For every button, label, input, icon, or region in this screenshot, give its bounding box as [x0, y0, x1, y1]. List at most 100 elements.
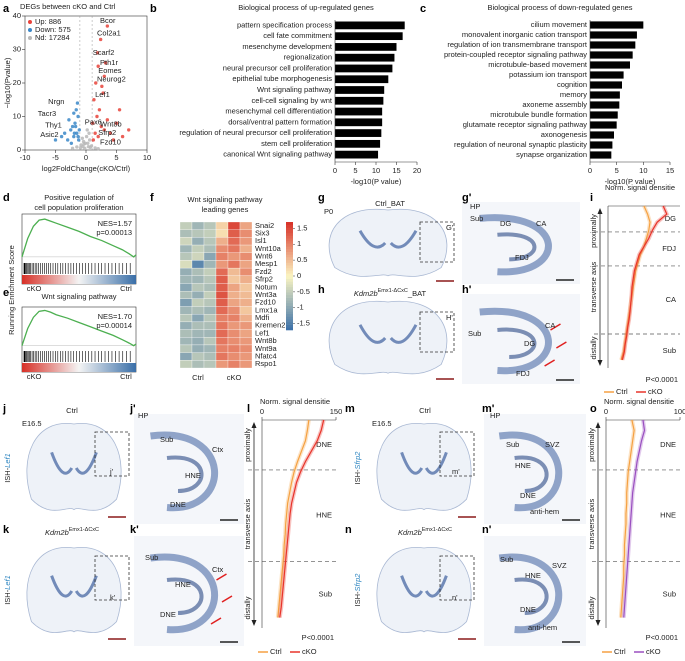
heat-cell — [215, 298, 229, 307]
heat-cell — [215, 360, 229, 369]
profile-line — [277, 419, 310, 618]
point — [86, 141, 90, 145]
panel-letter: k — [3, 524, 10, 536]
gene-label: Bcor — [100, 16, 116, 25]
image-label: anti-hem — [528, 623, 557, 632]
heat-cell — [179, 298, 193, 307]
panel-letter: d — [3, 192, 10, 204]
heat-cell — [191, 244, 205, 253]
category-label: cell fate commitment — [263, 31, 333, 40]
row-label: Wnt3a — [255, 290, 278, 299]
x-tick-label: 10 — [143, 153, 151, 162]
image-label: Sub — [506, 440, 519, 449]
x-axis-label: -log10(P value) — [351, 177, 402, 186]
panel-letter: j — [2, 403, 6, 415]
heat-cell — [215, 275, 229, 284]
category-label: microtubule-based movement — [488, 60, 588, 69]
row-label: Isl1 — [255, 236, 267, 245]
heat-cell — [239, 260, 253, 269]
bar — [335, 139, 381, 148]
panel-letter: h — [318, 284, 325, 296]
gene-label: Thy1 — [45, 121, 62, 130]
heat-cell — [191, 321, 205, 330]
bar — [590, 51, 633, 59]
side-label: ISH-Lef1 — [3, 453, 12, 483]
start-label: cKO — [27, 372, 42, 381]
point — [69, 141, 74, 145]
x-tick-label: 5 — [615, 166, 619, 175]
point — [95, 114, 99, 119]
point — [83, 146, 87, 151]
image-label: anti-hem — [530, 507, 559, 516]
side-part: ISH- — [353, 469, 362, 485]
point — [94, 81, 98, 85]
stain-band — [166, 577, 204, 615]
title-part: Kdm2b — [45, 528, 69, 537]
chart-title: Norm. signal densitie — [604, 397, 674, 406]
row-label: Wnt8b — [255, 336, 277, 345]
heat-cell — [239, 275, 253, 284]
heat-cell — [239, 291, 253, 299]
heat-cell — [179, 260, 193, 269]
y-axis-label: −log10(Pvalue) — [3, 57, 12, 108]
row-label: Sfrp2 — [255, 275, 273, 284]
colorbar-step — [286, 281, 293, 285]
bar — [590, 31, 637, 39]
point — [73, 121, 77, 125]
colorbar-step — [286, 289, 293, 293]
point — [70, 146, 75, 151]
heat-cell — [215, 306, 229, 315]
x-tick-label: 0 — [604, 407, 608, 416]
heat-cell — [239, 360, 253, 369]
gene-label: Sfrp2 — [98, 128, 116, 137]
point — [66, 138, 70, 142]
row-label: Six3 — [255, 229, 270, 238]
point — [70, 124, 75, 129]
point — [76, 114, 80, 119]
image-label: CA — [536, 219, 546, 228]
point — [111, 138, 116, 142]
heat-cell — [227, 352, 241, 361]
point — [93, 131, 97, 135]
column-label: cKO — [227, 373, 242, 382]
heat-cell — [227, 244, 241, 253]
heat-cell — [203, 291, 217, 299]
stain-band — [497, 327, 537, 359]
heat-cell — [227, 321, 241, 330]
bar — [335, 118, 383, 127]
heat-cell — [215, 260, 229, 269]
colorbar-step — [286, 278, 293, 282]
point — [62, 131, 67, 135]
heat-cell — [179, 314, 193, 323]
point — [82, 142, 86, 146]
image-label: HNE — [515, 461, 531, 470]
point — [101, 91, 105, 95]
profile-line — [279, 419, 325, 618]
legend-swatch — [28, 36, 32, 40]
heat-cell — [191, 314, 205, 323]
colorbar-step — [286, 230, 293, 234]
bar — [335, 150, 379, 159]
gene-label: Neurog2 — [97, 75, 126, 84]
legend-swatch — [28, 20, 32, 24]
bar — [590, 41, 636, 49]
p-value: P<0.0001 — [646, 375, 678, 384]
heat-cell — [191, 229, 205, 238]
end-label: Ctrl — [120, 284, 132, 293]
panel-letter: a — [3, 3, 10, 15]
axis-label: transverse axis — [587, 499, 596, 550]
colorbar-step — [286, 308, 293, 312]
point — [102, 74, 107, 79]
colorbar-step — [286, 300, 293, 304]
heat-cell — [179, 329, 193, 338]
row-label: Notum — [255, 282, 277, 291]
start-label: proximally — [587, 428, 596, 462]
image-label: n' — [452, 593, 458, 602]
side-part: ISH- — [3, 589, 12, 605]
rank-bar — [22, 363, 136, 372]
image-label: DNE — [160, 610, 176, 619]
image-label: CA — [545, 321, 555, 330]
bar — [590, 101, 620, 109]
heat-cell — [179, 291, 193, 299]
x-tick-label: -10 — [20, 153, 31, 162]
